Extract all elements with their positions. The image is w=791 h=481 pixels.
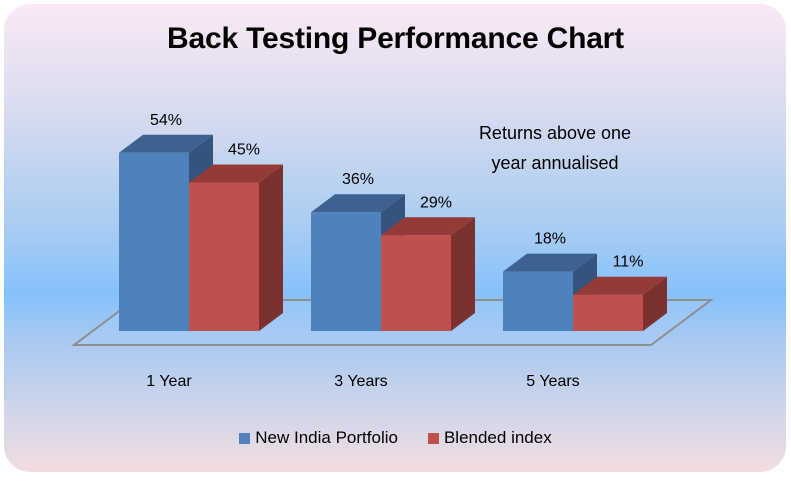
data-label: 36% [342, 171, 374, 188]
bar-side [259, 164, 283, 331]
annotation-line-2: year annualised [491, 153, 619, 173]
bar-top [381, 217, 475, 236]
legend-swatch-blue-icon [239, 432, 251, 444]
category-label: 1 Year [146, 373, 192, 390]
bar-blended-2 [573, 276, 667, 331]
bar-side [643, 276, 667, 331]
bar-top [503, 253, 597, 272]
legend-label: Blended index [443, 428, 552, 447]
category-label: 5 Years [526, 373, 579, 390]
data-label: 54% [150, 112, 182, 129]
legend-item-portfolio: New India Portfolio [239, 428, 398, 448]
chart-title: Back Testing Performance Chart [167, 22, 624, 55]
legend-swatch-red-icon [427, 432, 439, 444]
data-label: 45% [228, 142, 260, 159]
bar-blended-0 [189, 164, 283, 331]
bar-blended-1 [381, 217, 475, 331]
legend: New India Portfolio Blended index [0, 428, 791, 448]
bar-front [573, 294, 643, 331]
bar-top [573, 276, 667, 295]
bar-top [311, 194, 405, 213]
legend-label: New India Portfolio [255, 428, 398, 447]
bar-front [503, 271, 573, 331]
chart-annotation: Returns above one year annualised [455, 118, 655, 178]
bar-front [311, 212, 381, 331]
bar-front [381, 235, 451, 331]
data-label: 11% [613, 254, 644, 271]
bar-side [451, 217, 475, 331]
bar-top [189, 164, 283, 183]
bar-front [189, 182, 259, 331]
bar-front [119, 152, 189, 331]
data-label: 18% [534, 231, 566, 248]
data-label: 29% [420, 194, 452, 211]
legend-item-blended: Blended index [427, 428, 552, 448]
annotation-line-1: Returns above one [478, 123, 632, 143]
category-label: 3 Years [334, 373, 387, 390]
bar-top [119, 134, 213, 153]
